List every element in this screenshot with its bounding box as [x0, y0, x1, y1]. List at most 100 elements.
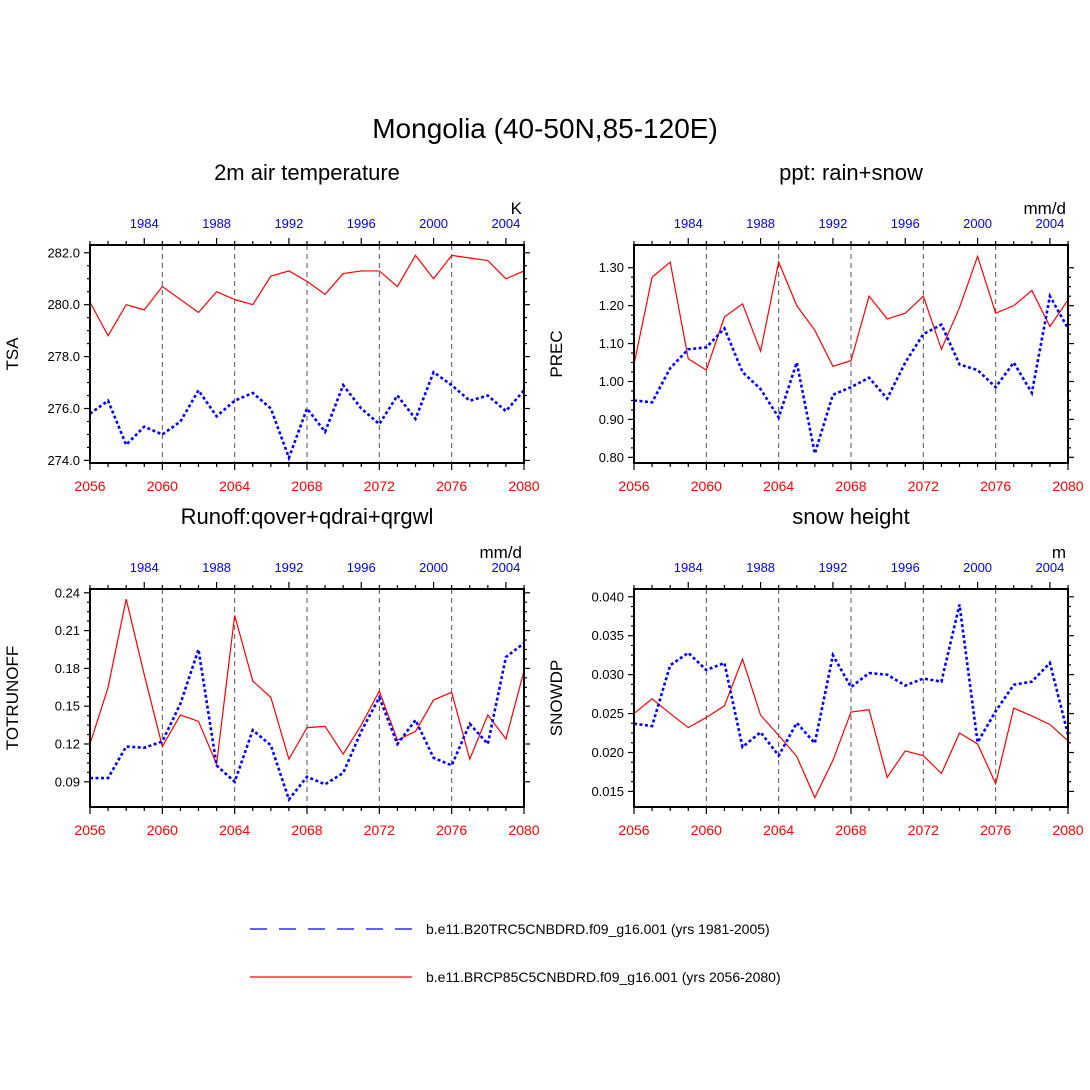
panel-title: 2m air temperature: [214, 160, 400, 185]
x-tick-label-top: 1992: [274, 216, 303, 231]
x-tick-label-bottom: 2068: [291, 822, 322, 838]
chart-panel-3: Runoff:qover+qdrai+qrgwl mm/d TOTRUNOFF 0.0…: [3, 504, 540, 838]
y-tick-label: 1.20: [599, 298, 624, 313]
x-tick-label-top: 1984: [674, 560, 703, 575]
legend-item-historical: b.e11.B20TRC5CNBDRD.f09_g16.001 (yrs 198…: [250, 921, 770, 937]
x-tick-label-bottom: 2064: [219, 478, 250, 494]
legend: b.e11.B20TRC5CNBDRD.f09_g16.001 (yrs 198…: [250, 921, 781, 985]
x-tick-label-bottom: 2068: [835, 478, 866, 494]
x-tick-label-bottom: 2064: [763, 478, 794, 494]
panel-title: Runoff:qover+qdrai+qrgwl: [181, 504, 434, 529]
plot-frame: [633, 588, 1069, 808]
x-tick-label-top: 1988: [746, 560, 775, 575]
x-tick-label-top: 2004: [1035, 560, 1064, 575]
x-tick-label-top: 2000: [963, 216, 992, 231]
x-tick-label-bottom: 2072: [908, 478, 939, 494]
y-tick-label: 0.025: [591, 706, 624, 721]
chart-panels: 2m air temperature K TSA 274.0 276.0 278.0 280…: [3, 160, 1084, 838]
x-tick-label-bottom: 2080: [1052, 822, 1083, 838]
x-tick-label-top: 1988: [746, 216, 775, 231]
x-tick-label-bottom: 2060: [691, 822, 722, 838]
x-tick-label-bottom: 2076: [980, 478, 1011, 494]
y-tick-label: 1.00: [599, 374, 624, 389]
x-tick-label-top: 1992: [818, 560, 847, 575]
x-tick-label-top: 2000: [419, 216, 448, 231]
y-axis-label: TSA: [3, 337, 22, 371]
x-tick-label-top: 1996: [891, 216, 920, 231]
x-tick-label-top: 1996: [347, 560, 376, 575]
x-tick-label-top: 1988: [202, 560, 231, 575]
x-tick-label-top: 1996: [347, 216, 376, 231]
y-tick-label: 0.09: [55, 774, 80, 789]
x-tick-label-bottom: 2068: [835, 822, 866, 838]
x-tick-label-bottom: 2076: [436, 822, 467, 838]
x-tick-label-bottom: 2056: [74, 822, 105, 838]
legend-label-historical: b.e11.B20TRC5CNBDRD.f09_g16.001 (yrs 198…: [426, 921, 770, 937]
x-tick-label-top: 2000: [963, 560, 992, 575]
y-tick-label: 0.24: [55, 585, 80, 600]
panel-title: ppt: rain+snow: [779, 160, 923, 185]
x-tick-label-top: 2000: [419, 560, 448, 575]
x-tick-label-top: 2004: [491, 216, 520, 231]
x-tick-label-top: 1996: [891, 560, 920, 575]
y-tick-label: 0.030: [591, 667, 624, 682]
chart-panel-4: snow height m SNOWDP 0.015 0.020 0.025 0.030 0.…: [547, 504, 1084, 838]
y-tick-label: 0.18: [55, 661, 80, 676]
y-tick-label: 280.0: [47, 297, 80, 312]
y-tick-label: 0.020: [591, 745, 624, 760]
plot-frame: [89, 588, 525, 808]
chart-panel-2: ppt: rain+snow mm/d PREC 0.80 0.90 1.00 1.10 1.…: [547, 160, 1084, 494]
y-tick-label: 0.015: [591, 784, 624, 799]
y-tick-label: 282.0: [47, 245, 80, 260]
x-tick-label-bottom: 2064: [219, 822, 250, 838]
x-tick-label-bottom: 2080: [508, 822, 539, 838]
chart-panel-1: 2m air temperature K TSA 274.0 276.0 278.0 280…: [3, 160, 540, 494]
plot-frame: [633, 244, 1069, 464]
y-tick-label: 276.0: [47, 401, 80, 416]
x-tick-label-top: 1984: [674, 216, 703, 231]
x-tick-label-top: 1992: [818, 216, 847, 231]
x-tick-label-bottom: 2056: [618, 822, 649, 838]
series-line-future: [90, 254, 524, 338]
y-tick-label: 0.040: [591, 589, 624, 604]
x-tick-label-bottom: 2072: [364, 478, 395, 494]
x-tick-label-bottom: 2080: [1052, 478, 1083, 494]
x-tick-label-bottom: 2056: [618, 478, 649, 494]
x-tick-label-top: 1988: [202, 216, 231, 231]
units-label: m: [1052, 543, 1066, 562]
y-tick-label: 0.12: [55, 736, 80, 751]
x-tick-label-bottom: 2064: [763, 822, 794, 838]
x-tick-label-bottom: 2072: [908, 822, 939, 838]
units-label: mm/d: [480, 543, 523, 562]
series-line-future: [90, 598, 524, 767]
y-tick-label: 0.21: [55, 623, 80, 638]
y-tick-label: 0.90: [599, 412, 624, 427]
panel-title: snow height: [792, 504, 909, 529]
x-tick-label-top: 2004: [491, 560, 520, 575]
legend-item-future: b.e11.BRCP85C5CNBDRD.f09_g16.001 (yrs 20…: [250, 969, 781, 985]
x-tick-label-bottom: 2060: [691, 478, 722, 494]
x-tick-label-bottom: 2080: [508, 478, 539, 494]
units-label: mm/d: [1024, 199, 1067, 218]
series-line-historical: [90, 370, 524, 462]
x-tick-label-bottom: 2056: [74, 478, 105, 494]
x-tick-label-top: 1984: [130, 560, 159, 575]
figure-title: Mongolia (40-50N,85-120E): [372, 113, 718, 144]
y-tick-label: 1.30: [599, 260, 624, 275]
series-line-historical: [634, 292, 1068, 454]
series-line-historical: [90, 642, 524, 803]
y-axis-label: SNOWDP: [547, 660, 566, 737]
series-line-future: [634, 254, 1068, 372]
plot-frame: [89, 244, 525, 464]
x-tick-label-bottom: 2068: [291, 478, 322, 494]
y-tick-label: 0.15: [55, 699, 80, 714]
y-axis-label: TOTRUNOFF: [3, 646, 22, 751]
units-label: K: [511, 199, 523, 218]
series-line-historical: [634, 604, 1068, 758]
y-tick-label: 274.0: [47, 453, 80, 468]
x-tick-label-bottom: 2072: [364, 822, 395, 838]
y-tick-label: 1.10: [599, 336, 624, 351]
y-axis-label: PREC: [547, 330, 566, 377]
x-tick-label-bottom: 2060: [147, 822, 178, 838]
